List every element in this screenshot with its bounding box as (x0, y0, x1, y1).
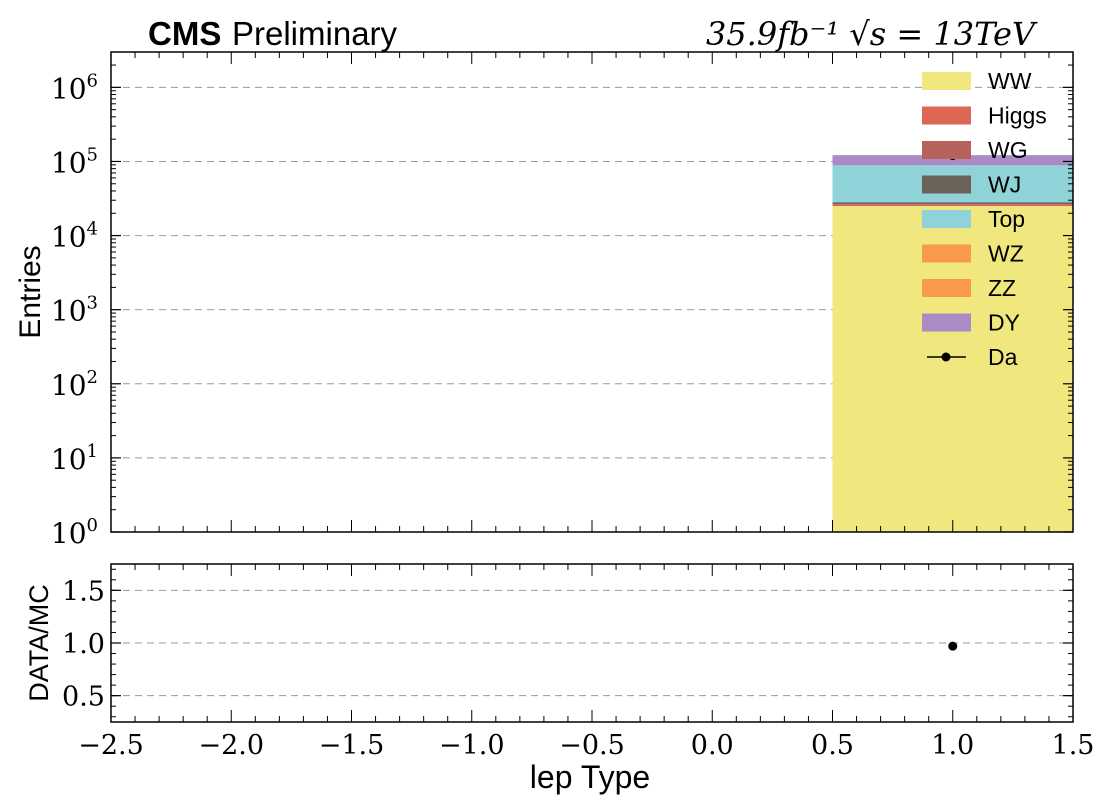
main-y-tick-label: 100 (51, 515, 98, 550)
x-tick-label: −1.0 (439, 730, 505, 761)
main-axis-ticks (110, 51, 1074, 533)
main-plot-panel: 100 101 102 103 104 105 106 WW Higgs WG WJ Top WZ ZZ… (51, 51, 1074, 550)
ratio-y-tick-label: 0.5 (62, 682, 105, 713)
ratio-point (948, 641, 958, 651)
legend: WW Higgs WG WJ Top WZ ZZ DY Da (922, 68, 1047, 370)
main-y-tick-label: 102 (51, 367, 98, 402)
legend-label-wj: WJ (988, 172, 1021, 198)
ratio-gridlines (111, 589, 1073, 697)
legend-label-zz: ZZ (988, 275, 1016, 301)
bar-wj (832, 202, 1073, 204)
legend-label-ww: WW (988, 68, 1032, 94)
bar-wg (832, 203, 1073, 205)
x-tick-label: −2.5 (78, 730, 144, 761)
legend-swatch-wj (922, 175, 971, 194)
x-tick-label: 1.5 (1052, 730, 1095, 761)
x-axis-label: lep Type (530, 759, 650, 795)
x-tick-label: −1.5 (319, 730, 385, 761)
x-tick-labels: −2.5 −2.0 −1.5 −1.0 −0.5 0.0 0.5 1.0 1.5 (78, 730, 1094, 761)
legend-label-dy: DY (988, 310, 1020, 336)
legend-swatch-zz (922, 279, 971, 297)
legend-label-wg: WG (988, 137, 1028, 163)
main-y-axis-label: Entries (14, 245, 47, 338)
x-tick-label: −0.5 (559, 730, 625, 761)
legend-label-wz: WZ (988, 241, 1024, 267)
ratio-y-tick-labels: 0.5 1.0 1.5 (62, 576, 105, 712)
ratio-y-tick-label: 1.0 (62, 629, 105, 660)
bar-higgs (832, 204, 1073, 207)
main-y-tick-label: 101 (51, 441, 98, 476)
x-tick-label: −2.0 (198, 730, 264, 761)
ratio-points (948, 641, 958, 651)
ratio-plot-panel: 0.5 1.0 1.5 −2.5 −2.0 −1.5 −1.0 −0.5 0.0 0.5 1.0 1… (62, 563, 1094, 761)
main-y-tick-label: 106 (51, 70, 98, 105)
ratio-y-axis-label: DATA/MC (24, 584, 54, 702)
legend-data-marker (941, 352, 951, 362)
legend-swatch-higgs (922, 106, 971, 125)
main-gridlines (111, 86, 1073, 459)
status-label: Preliminary (232, 15, 398, 52)
legend-label-data: Da (988, 344, 1018, 370)
main-y-tick-labels: 100 101 102 103 104 105 106 (51, 70, 98, 550)
x-tick-label: 0.0 (691, 730, 734, 761)
ratio-axis-ticks (110, 564, 1074, 722)
lumi-energy-label: 35.9fb⁻¹ √s = 13TeV (706, 15, 1038, 53)
legend-label-higgs: Higgs (988, 103, 1047, 129)
legend-swatch-dy (922, 313, 971, 332)
x-tick-label: 1.0 (931, 730, 974, 761)
ratio-y-tick-label: 1.5 (62, 576, 105, 607)
legend-swatch-wg (922, 141, 971, 159)
experiment-label: CMS (148, 15, 221, 52)
x-tick-label: 0.5 (811, 730, 854, 761)
main-y-tick-label: 104 (51, 219, 98, 254)
legend-swatch-ww (922, 72, 971, 90)
main-y-tick-label: 105 (51, 144, 98, 179)
legend-label-top: Top (988, 206, 1025, 232)
main-y-tick-label: 103 (51, 293, 98, 328)
legend-swatch-wz (922, 244, 971, 263)
legend-swatch-top (922, 210, 971, 228)
bar-dy (832, 155, 1073, 166)
